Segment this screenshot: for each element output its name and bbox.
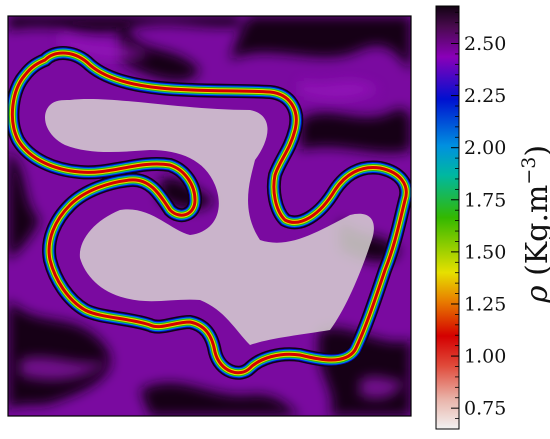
colorbar-tick-label: 2.00 (464, 137, 506, 159)
colorbar: 0.75 1.00 1.25 1.50 1.75 2.00 2.25 2.50 ρ (Kg.m… (435, 5, 550, 430)
colorbar-tick-label: 0.75 (464, 398, 506, 420)
colorbar-tick-label: 2.25 (464, 85, 506, 107)
colorbar-title-close: ) (520, 145, 550, 157)
colorbar-major-ticks (451, 43, 459, 409)
colorbar-tick-labels: 0.75 1.00 1.25 1.50 1.75 2.00 2.25 2.50 (464, 33, 506, 420)
colorbar-tick-label: 1.75 (464, 189, 506, 211)
heatmap-plot (8, 16, 411, 416)
light-fluid-core-highlight (45, 98, 374, 346)
light-fluid-region (12, 53, 406, 373)
colorbar-frame (435, 5, 460, 430)
plot-frame (7, 15, 412, 417)
colorbar-tick-label: 2.50 (464, 33, 506, 55)
colorbar-minor-ticks (455, 11, 459, 430)
colorbar-tick-label: 1.00 (464, 346, 506, 368)
colorbar-title: ρ (Kg.m−3) (518, 145, 550, 304)
colorbar-tick-label: 1.25 (464, 293, 506, 315)
colorbar-gradient (436, 6, 459, 429)
colorbar-title-exponent: −3 (518, 157, 540, 185)
colorbar-title-unit: (Kg.m (520, 185, 550, 286)
colorbar-title-symbol: ρ (520, 285, 550, 304)
colorbar-tick-label: 1.50 (464, 241, 506, 263)
